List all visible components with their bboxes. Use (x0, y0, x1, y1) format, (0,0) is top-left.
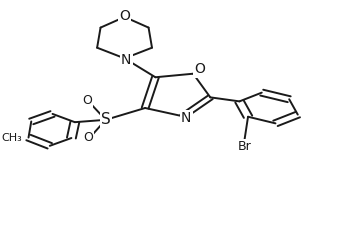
Text: N: N (181, 111, 191, 125)
Text: O: O (119, 9, 130, 23)
Text: S: S (101, 112, 111, 127)
Text: CH₃: CH₃ (2, 133, 23, 143)
Text: Br: Br (238, 140, 252, 153)
Text: O: O (84, 131, 94, 144)
Text: O: O (194, 62, 205, 76)
Text: O: O (82, 94, 92, 107)
Text: N: N (121, 53, 131, 67)
